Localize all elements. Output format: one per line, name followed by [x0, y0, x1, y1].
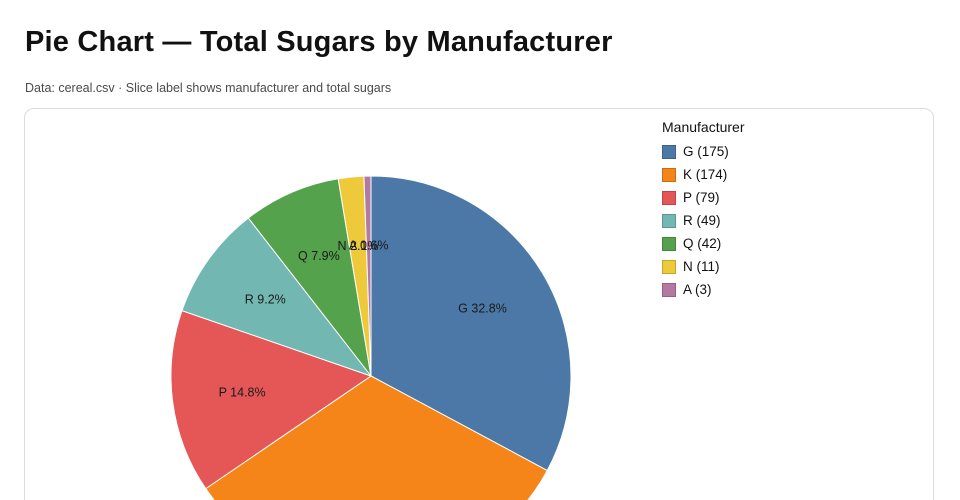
legend-item-G[interactable]: G (175) [662, 140, 744, 163]
slice-label-K: K 32.6% [354, 498, 401, 500]
legend-swatch-P [662, 190, 676, 205]
pie-slice-R[interactable] [181, 217, 372, 377]
pie-slice-K[interactable] [205, 375, 548, 500]
legend-label-R: R (49) [683, 213, 721, 228]
legend-label-P: P (79) [683, 190, 720, 205]
legend-item-A[interactable]: A (3) [662, 278, 744, 301]
chart-card: G 32.8%K 32.6%P 14.8%R 9.2%Q 7.9%N 2.1%A… [24, 108, 934, 500]
slice-label-P: P 14.8% [219, 385, 266, 399]
legend-swatch-Q [662, 236, 676, 251]
legend-swatch-N [662, 259, 676, 274]
legend-swatch-G [662, 144, 676, 159]
pie-slice-A[interactable] [363, 175, 372, 377]
slice-label-G: G 32.8% [458, 301, 507, 315]
pie-slice-P[interactable] [170, 310, 372, 490]
pie-chart: G 32.8% K 32.6% P 14.8% R 9.2% Q 7.9%N 2.1%A… [170, 175, 572, 500]
pie-slice-G[interactable] [370, 175, 572, 472]
slice-label-R: R 9.2% [245, 293, 286, 307]
legend-item-P[interactable]: P (79) [662, 186, 744, 209]
legend-swatch-K [662, 167, 676, 182]
slice-label-Q: Q 7.9% [298, 249, 340, 263]
legend-items: G (175) K (174) P (79) R (49) Q (42) N (11) A … [662, 140, 744, 301]
slice-label-A: A 0.6% [349, 238, 389, 252]
legend-label-K: K (174) [683, 167, 728, 182]
legend-title: Manufacturer [662, 119, 745, 135]
page-subtitle: Data: cereal.csv · Slice label shows man… [25, 81, 392, 95]
legend-item-R[interactable]: R (49) [662, 209, 744, 232]
legend-item-K[interactable]: K (174) [662, 163, 744, 186]
legend-label-N: N (11) [683, 259, 720, 274]
page-title: Pie Chart — Total Sugars by Manufacturer [25, 26, 613, 58]
legend-swatch-R [662, 213, 676, 228]
legend-item-Q[interactable]: Q (42) [662, 232, 744, 255]
legend: Manufacturer G (175) K (174) P (79) R (49) Q… [662, 119, 744, 301]
legend-item-N[interactable]: N (11) [662, 255, 744, 278]
slice-label-N: N 2.1% [338, 239, 379, 253]
legend-label-A: A (3) [683, 282, 712, 297]
legend-label-G: G (175) [683, 144, 729, 159]
legend-swatch-A [662, 282, 676, 297]
legend-label-Q: Q (42) [683, 236, 722, 251]
pie-slice-Q[interactable] [247, 178, 372, 377]
